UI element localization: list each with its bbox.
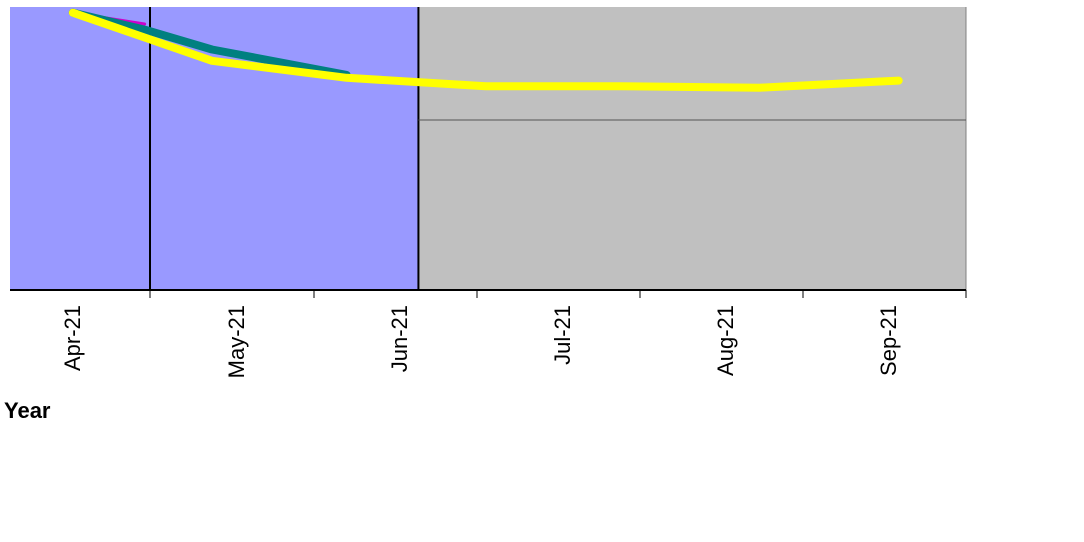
x-tick-label: Aug-21: [713, 305, 738, 376]
x-tick-label: Jul-21: [550, 305, 575, 365]
shaded-region-1: [418, 7, 967, 290]
x-tick-label: May-21: [224, 305, 249, 378]
shaded-region-0: [10, 7, 419, 290]
x-tick-label: Jun-21: [387, 305, 412, 372]
x-tick-label: Apr-21: [60, 305, 85, 371]
plot-background: [10, 7, 967, 290]
x-tick-labels: Apr-21 May-21 Jun-21 Jul-21 Aug-21 Sep-21: [60, 305, 901, 378]
x-axis: [10, 289, 967, 298]
x-tick-label: Sep-21: [876, 305, 901, 376]
series-line-0: [68, 8, 903, 92]
gridlines: [149, 7, 967, 290]
x-axis-title: Year: [4, 398, 51, 423]
series-lines: [68, 8, 903, 92]
